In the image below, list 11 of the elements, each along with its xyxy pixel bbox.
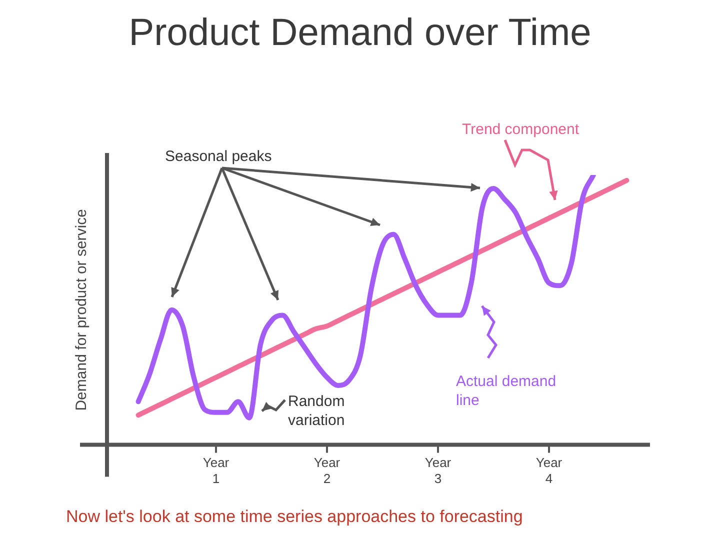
x-tick-label: Year 2 [314,455,341,486]
chart-title: Product Demand over Time [128,12,592,55]
text: Seasonal peaks [165,147,272,166]
x-tick-label: Year 4 [536,455,563,486]
annotation: Actual demand line [456,372,558,410]
text: Now let's look at some time series approaches to forecasting [66,507,523,526]
annotation: Random variation [288,392,346,430]
x-tick-label: Year 1 [202,455,230,486]
text: Trend component [462,120,580,139]
x-tick-label: Year 3 [424,455,452,486]
y-axis-title: Demand for product or service [73,209,90,411]
